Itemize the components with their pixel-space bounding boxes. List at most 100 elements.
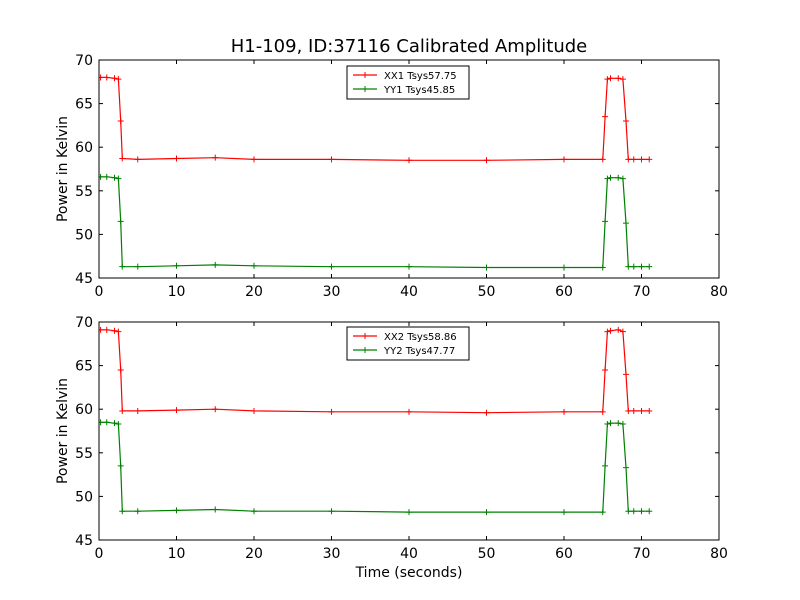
legend-box	[346, 326, 470, 361]
data-point	[599, 509, 606, 516]
y-axis-label: Power in Kelvin	[55, 116, 71, 222]
legend-label: YY1 Tsys45.85	[383, 85, 455, 96]
data-point	[115, 175, 122, 182]
data-point	[119, 155, 126, 162]
data-point	[619, 421, 626, 428]
data-point	[115, 76, 122, 83]
data-point	[406, 509, 412, 516]
data-point	[117, 462, 124, 469]
data-point	[119, 407, 126, 414]
data-point	[251, 262, 257, 269]
data-point	[646, 508, 653, 515]
data-point	[251, 156, 257, 163]
x-tick-label: 30	[323, 284, 341, 300]
x-tick-label: 20	[245, 546, 263, 562]
data-point	[602, 366, 609, 373]
data-point	[173, 507, 180, 514]
y-tick-label: 50	[75, 227, 93, 243]
y-tick-label: 70	[75, 315, 93, 331]
data-point	[561, 408, 567, 415]
data-point	[134, 156, 141, 163]
data-point	[623, 220, 629, 227]
data-point	[173, 407, 180, 414]
data-point	[212, 261, 219, 268]
x-tick-label: 20	[245, 284, 263, 300]
y-tick-label: 55	[75, 446, 93, 462]
data-point	[103, 173, 110, 180]
data-point	[646, 156, 653, 163]
y-tick-label: 60	[75, 402, 93, 418]
legend-label: XX1 Tsys57.75	[384, 71, 457, 82]
data-point	[328, 508, 335, 515]
legend-marker	[362, 72, 368, 78]
x-tick-label: 60	[555, 284, 573, 300]
series-group	[99, 326, 653, 516]
data-point	[99, 74, 104, 81]
legend-label: XX2 Tsys58.86	[384, 332, 457, 343]
data-point	[251, 508, 257, 515]
data-point	[212, 506, 219, 513]
data-point	[604, 328, 611, 335]
data-point	[638, 156, 645, 163]
data-point	[638, 263, 645, 270]
data-point	[483, 409, 490, 416]
data-point	[99, 173, 104, 180]
legend-marker	[362, 86, 368, 92]
y-tick-label: 60	[75, 140, 93, 156]
x-tick-label: 50	[478, 284, 496, 300]
y-tick-label: 65	[75, 359, 93, 375]
data-point	[599, 156, 606, 163]
data-point	[103, 419, 110, 426]
x-tick-label: 10	[168, 546, 186, 562]
legend: XX2 Tsys58.86 YY2 Tsys47.77	[346, 326, 470, 361]
data-point	[623, 118, 629, 125]
data-point	[115, 328, 122, 335]
data-point	[604, 421, 611, 428]
x-tick-label: 40	[400, 546, 418, 562]
data-point	[99, 326, 104, 333]
data-point	[173, 262, 180, 269]
data-point	[615, 75, 622, 82]
y-axis-label: Power in Kelvin	[55, 378, 71, 484]
data-point	[619, 76, 626, 83]
data-point	[406, 263, 412, 270]
data-point	[619, 328, 626, 335]
data-point	[561, 156, 567, 163]
legend-marker	[362, 347, 368, 353]
data-point	[615, 420, 622, 427]
data-point	[615, 174, 622, 181]
x-tick-label: 0	[95, 284, 104, 300]
y-tick-label: 45	[75, 533, 93, 549]
legend: XX1 Tsys57.75 YY1 Tsys45.85	[346, 65, 470, 100]
data-point	[483, 157, 490, 164]
data-point	[607, 420, 614, 427]
data-point	[111, 174, 118, 181]
data-point	[406, 157, 412, 164]
x-tick-label: 80	[710, 546, 728, 562]
data-point	[561, 264, 567, 271]
data-point	[607, 327, 614, 334]
subplot-2: 0 10 20 30 40 50 60 70 80 45 50 55 60 65 70 Power in Ke…	[55, 315, 728, 581]
data-point	[561, 509, 567, 516]
data-point	[134, 508, 141, 515]
legend-marker	[362, 333, 368, 339]
figure-title: H1-109, ID:37116 Calibrated Amplitude	[231, 36, 587, 57]
data-point	[625, 263, 632, 270]
data-point	[638, 407, 645, 414]
data-point	[119, 508, 126, 515]
data-point	[625, 156, 632, 163]
legend-label: YY2 Tsys47.77	[383, 346, 455, 357]
data-point	[607, 174, 614, 181]
y-tick-label: 70	[75, 53, 93, 69]
data-point	[111, 420, 118, 427]
data-point	[103, 74, 110, 81]
y-tick-label: 50	[75, 489, 93, 505]
data-point	[328, 263, 335, 270]
x-axis-label: Time (seconds)	[355, 565, 463, 581]
data-point	[646, 407, 653, 414]
data-point	[602, 462, 609, 469]
x-tick-label: 40	[400, 284, 418, 300]
data-point	[623, 464, 629, 471]
